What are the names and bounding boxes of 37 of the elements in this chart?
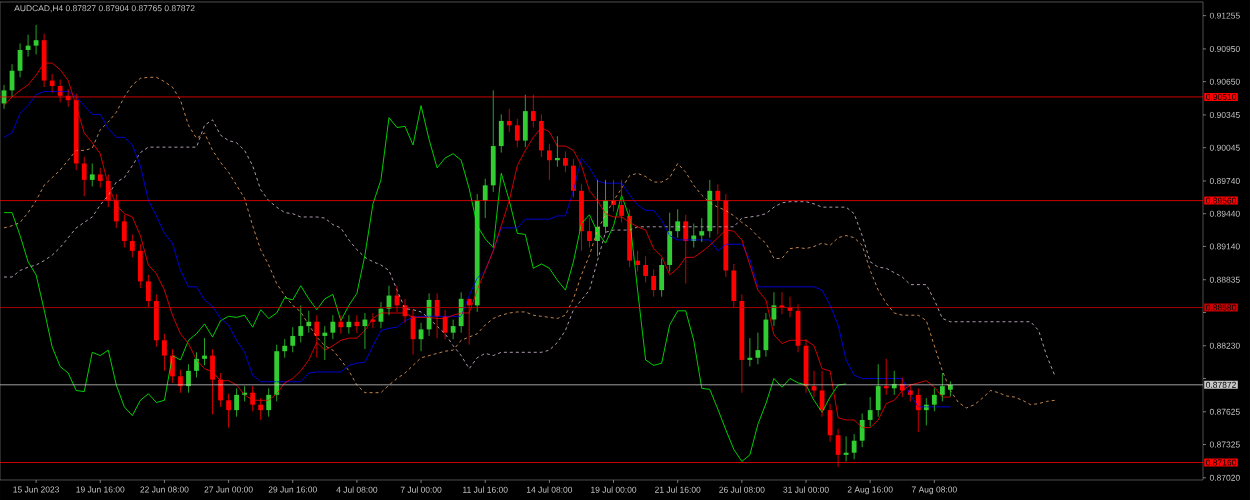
x-tick-label: 27 Jun 00:00 — [204, 486, 253, 493]
ref-line-label: 0.89560 — [1206, 197, 1236, 204]
chart-title: AUDCAD,H4 0.87827 0.87904 0.87765 0.87872 — [14, 5, 195, 13]
ref-line-label: 0.87872 — [1206, 381, 1236, 388]
x-tick-label: 22 Jun 08:00 — [140, 486, 189, 493]
x-tick-label: 15 Jun 2023 — [13, 486, 60, 493]
candlestick — [699, 217, 705, 243]
x-tick-label: 7 Jul 00:00 — [400, 486, 442, 493]
ref-line-label: 0.90510 — [1206, 93, 1236, 100]
x-tick-label: 26 Jul 08:00 — [719, 486, 765, 493]
y-tick-label: 0.90045 — [1209, 144, 1240, 151]
x-tick-label: 4 Jul 08:00 — [336, 486, 378, 493]
y-tick-label: 0.89740 — [1209, 177, 1240, 184]
x-tick-label: 7 Aug 08:00 — [911, 486, 957, 495]
x-tick-label: 29 Jun 16:00 — [268, 486, 317, 493]
x-tick-label: 14 Jul 08:00 — [526, 486, 573, 493]
y-tick-label: 0.91255 — [1209, 12, 1240, 19]
x-tick-label: 11 Jul 16:00 — [463, 486, 508, 493]
ref-line-label: 0.88580 — [1206, 304, 1236, 311]
y-tick-label: 0.88835 — [1209, 276, 1240, 283]
x-tick-label: 2 Aug 16:00 — [847, 486, 893, 495]
y-tick-label: 0.90950 — [1209, 45, 1240, 52]
y-tick-label: 0.89140 — [1209, 243, 1240, 250]
x-tick-label: 19 Jul 00:00 — [591, 486, 637, 493]
x-tick-label: 31 Jul 00:00 — [783, 486, 829, 493]
y-tick-label: 0.87625 — [1209, 408, 1240, 415]
candlestick — [89, 163, 95, 187]
y-tick-label: 0.90345 — [1209, 111, 1240, 118]
y-tick-label: 0.87020 — [1209, 474, 1240, 481]
y-tick-label: 0.89440 — [1209, 210, 1240, 217]
ref-line-label: 0.87160 — [1206, 459, 1236, 466]
x-tick-label: 21 Jul 16:00 — [655, 486, 701, 493]
y-tick-label: 0.90650 — [1209, 78, 1240, 85]
line-series — [3, 105, 847, 462]
y-tick-label: 0.87325 — [1209, 441, 1240, 448]
x-tick-label: 19 Jun 16:00 — [76, 486, 125, 493]
y-tick-label: 0.88230 — [1209, 342, 1240, 349]
